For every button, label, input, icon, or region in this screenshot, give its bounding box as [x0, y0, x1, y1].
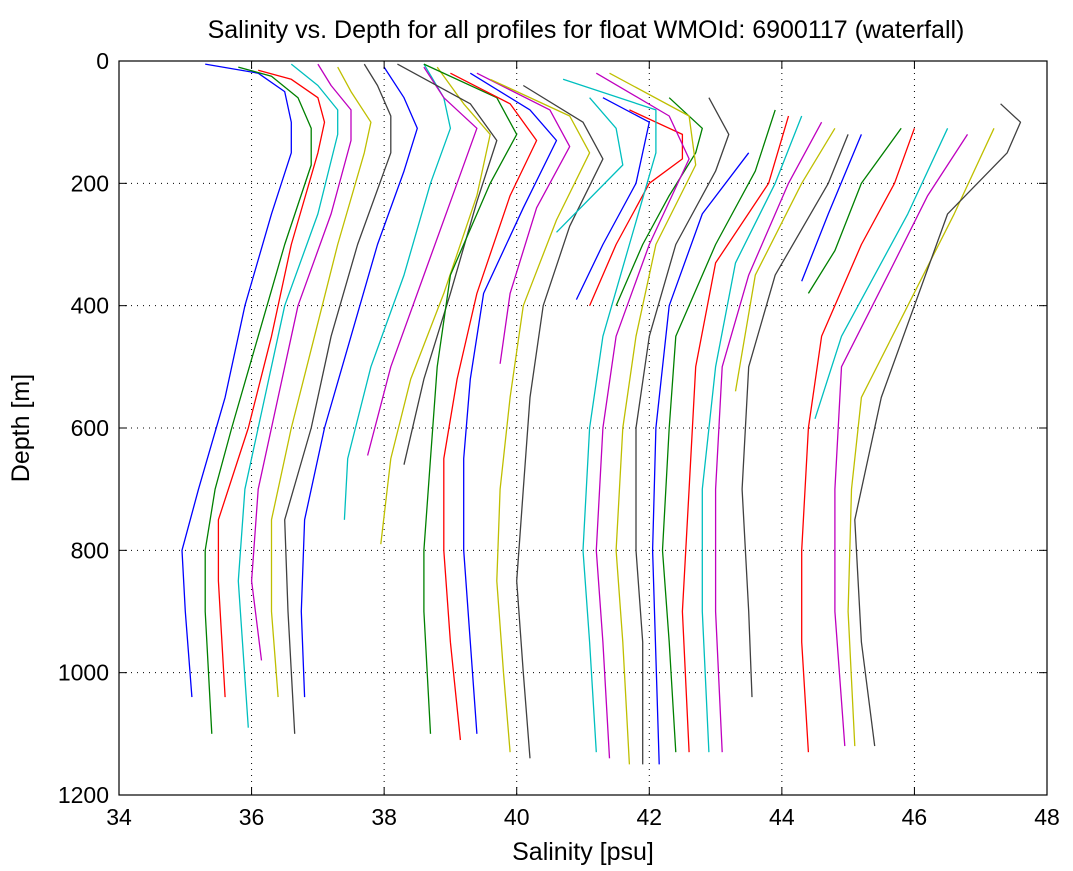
profile-line-20: [575, 97, 650, 300]
profiles-layer: [181, 63, 1022, 765]
profile-line-7: [284, 63, 392, 734]
profile-line-34: [801, 134, 863, 282]
profile-line-18: [516, 84, 604, 759]
profile-line-26: [635, 97, 730, 765]
profile-line-37: [814, 128, 949, 419]
y-axis-label: Depth [m]: [7, 374, 35, 482]
profile-line-3: [217, 69, 326, 698]
profile-line-40: [854, 103, 1022, 747]
y-tick-label: 0: [96, 48, 109, 74]
profile-line-24: [595, 72, 690, 759]
profile-line-33: [741, 134, 849, 698]
profile-line-28: [661, 109, 776, 753]
profile-line-12: [397, 63, 498, 465]
profile-line-1: [181, 63, 292, 698]
profile-line-35: [807, 127, 902, 294]
profile-line-10: [366, 66, 478, 456]
profile-line-11: [380, 66, 491, 545]
profile-line-36: [801, 128, 916, 753]
x-tick-labels: 34 36 38 40 42 44 46 48: [106, 804, 1060, 830]
profile-line-21: [589, 109, 684, 306]
chart-title: Salinity vs. Depth for all profiles for …: [208, 16, 965, 44]
profile-line-15: [463, 72, 558, 734]
x-tick-label: 36: [239, 804, 265, 830]
profile-line-23: [562, 78, 657, 753]
profile-line-19: [556, 97, 624, 233]
profile-line-6: [270, 66, 372, 698]
x-tick-label: 48: [1034, 804, 1060, 830]
profile-line-2: [204, 66, 312, 734]
profile-line-17: [489, 78, 591, 753]
profile-line-27: [651, 152, 750, 765]
profile-line-4: [237, 63, 339, 728]
y-tick-labels: 0 200 400 600 800 1000 1200: [58, 48, 109, 808]
y-tick-label: 200: [71, 170, 109, 196]
profile-line-13: [423, 63, 518, 734]
x-tick-label: 34: [106, 804, 132, 830]
profile-line-14: [443, 72, 538, 741]
profile-line-8: [300, 66, 418, 698]
profile-line-25: [609, 72, 697, 765]
profile-line-29: [681, 115, 790, 753]
profile-line-5: [250, 63, 352, 661]
profile-line-16: [476, 72, 571, 364]
profile-line-38: [834, 134, 969, 747]
profile-line-31: [714, 121, 823, 753]
x-tick-label: 38: [371, 804, 397, 830]
x-tick-label: 42: [636, 804, 662, 830]
x-tick-label: 44: [769, 804, 795, 830]
grid-lines: [119, 61, 1047, 795]
profile-line-39: [847, 128, 995, 747]
y-tick-label: 400: [71, 293, 109, 319]
axis-ticks: [118, 60, 1048, 796]
y-tick-label: 1200: [58, 782, 109, 808]
y-tick-label: 800: [71, 537, 109, 563]
x-axis-label: Salinity [psu]: [512, 838, 654, 866]
profile-line-30: [701, 115, 803, 753]
profile-line-22: [615, 97, 703, 306]
x-tick-label: 40: [504, 804, 530, 830]
y-tick-label: 1000: [58, 660, 109, 686]
profile-line-32: [734, 127, 836, 392]
y-tick-label: 600: [71, 415, 109, 441]
x-tick-label: 46: [902, 804, 928, 830]
profile-line-9: [343, 63, 452, 520]
